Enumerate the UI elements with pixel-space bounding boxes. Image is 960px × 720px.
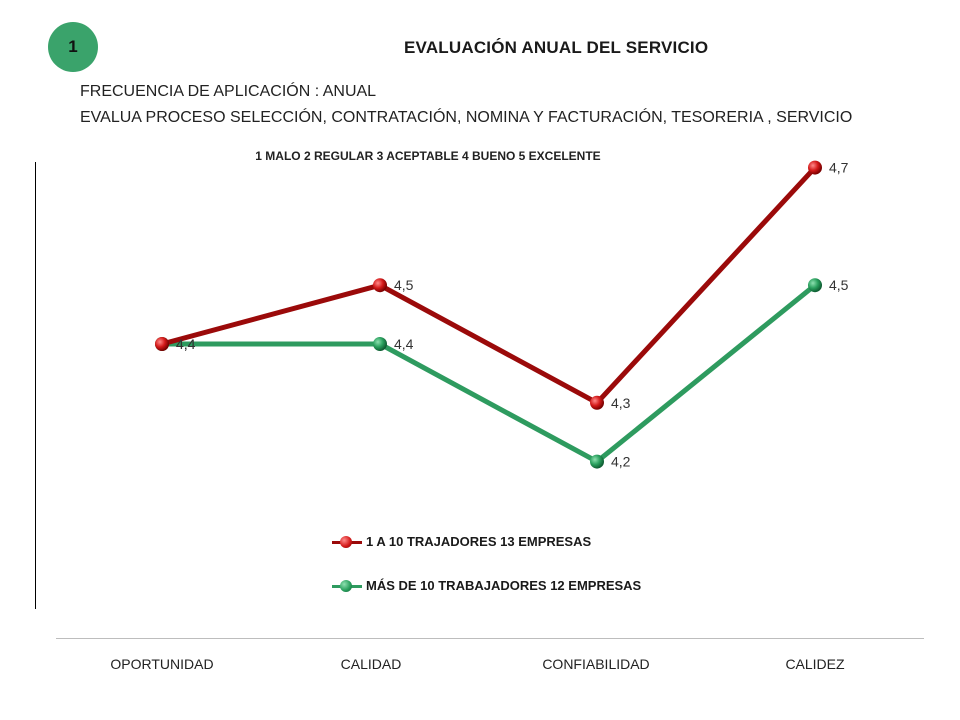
data-label-s1-3: 4,7	[829, 160, 849, 176]
data-label-s2-3: 4,5	[829, 277, 849, 293]
rating-scale-note: 1 MALO 2 REGULAR 3 ACEPTABLE 4 BUENO 5 E…	[255, 149, 601, 163]
series-line-2	[162, 283, 817, 465]
data-label-s1-2: 4,3	[611, 395, 631, 411]
legend-marker-red	[340, 536, 352, 548]
data-point-s2-1	[373, 337, 387, 351]
x-category-confiabilidad: CONFIABILIDAD	[542, 656, 650, 672]
data-label-s2-2: 4,2	[611, 454, 631, 470]
data-label-s2-0: 4,4	[176, 336, 196, 352]
frequency-subtitle: FRECUENCIA DE APLICACIÓN : ANUAL	[80, 83, 377, 100]
legend-label-series-1: 1 A 10 TRAJADORES 13 EMPRESAS	[366, 534, 592, 549]
badge-number: 1	[68, 37, 78, 56]
data-point-s2-2	[590, 454, 604, 469]
legend-label-series-2: MÁS DE 10 TRABAJADORES 12 EMPRESAS	[366, 578, 642, 593]
data-label-s1-0: 4,4	[176, 336, 196, 352]
data-point-s1-3	[808, 160, 822, 175]
x-category-calidad: CALIDAD	[340, 656, 402, 672]
data-point-s1-0	[155, 337, 169, 351]
data-label-s1-1: 4,5	[394, 277, 414, 293]
step-number-badge: 1	[48, 22, 98, 72]
axis-separator-line	[56, 638, 924, 639]
data-point-s1-2	[590, 395, 604, 410]
series-line-1	[161, 165, 817, 406]
data-point-s1-1	[373, 278, 387, 293]
x-category-calidez: CALIDEZ	[785, 656, 845, 672]
x-category-oportunidad: OPORTUNIDAD	[110, 656, 214, 672]
data-point-s2-3	[808, 278, 822, 293]
page-title: EVALUACIÓN ANUAL DEL SERVICIO	[404, 38, 709, 57]
data-label-s2-1: 4,4	[394, 336, 414, 352]
legend-marker-green	[340, 580, 352, 592]
vertical-divider	[35, 162, 36, 609]
processes-subtitle: EVALUA PROCESO SELECCIÓN, CONTRATACIÓN, …	[80, 109, 853, 126]
